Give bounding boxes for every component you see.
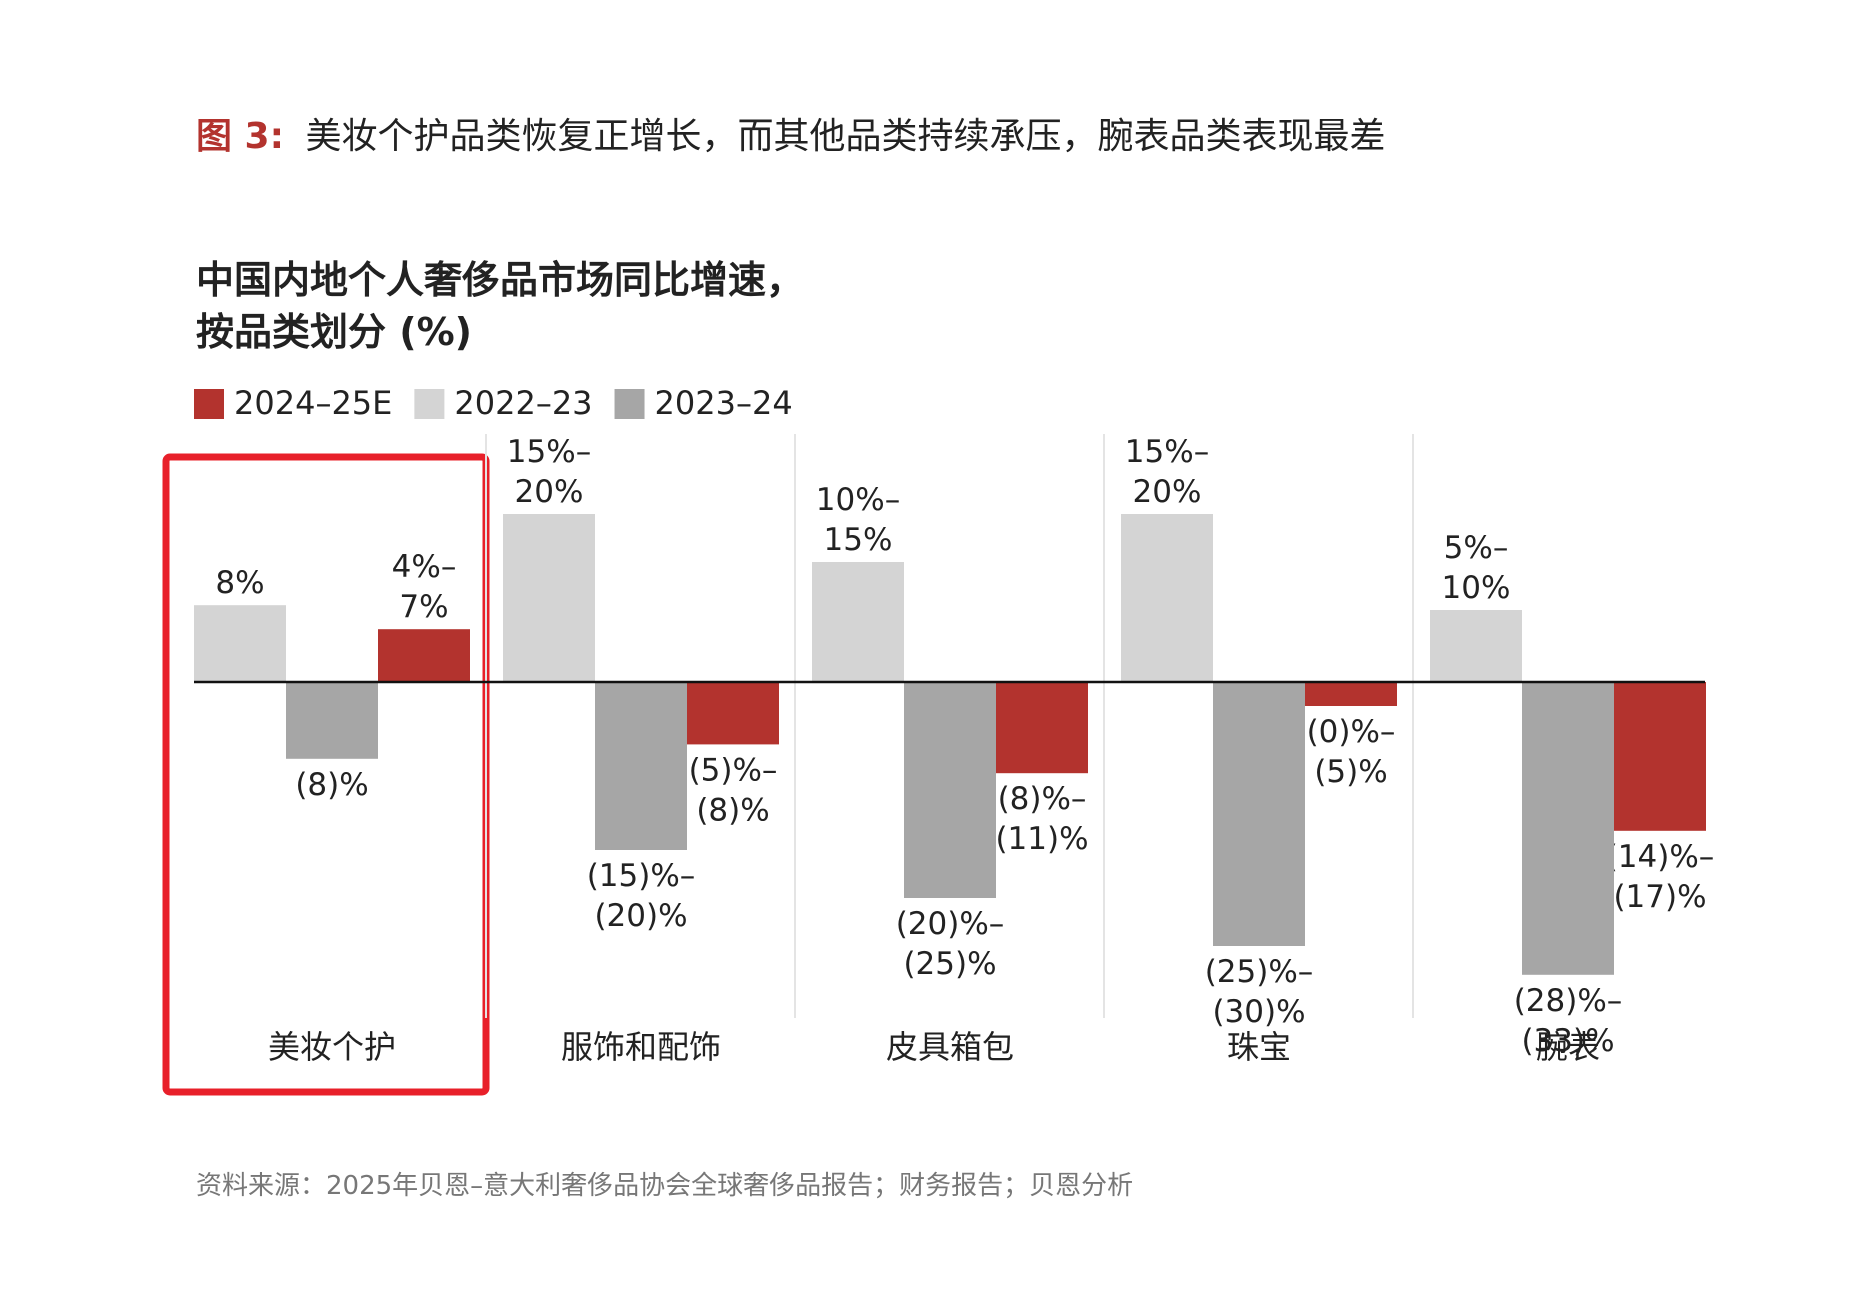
bar: [1213, 682, 1305, 946]
value-label-line: (8)%: [295, 767, 368, 803]
value-label: 5%– 10%: [1442, 530, 1511, 606]
value-label-line: 10%–: [816, 482, 900, 518]
value-label-line: (25)%–: [1205, 954, 1314, 990]
headline: 图 3: 美妆个护品类恢复正增长，而其他品类持续承压，腕表品类表现最差: [196, 116, 1385, 157]
x-tick-label: 服饰和配饰: [561, 1028, 721, 1066]
x-tick-label: 珠宝: [1227, 1028, 1291, 1066]
value-label: (0)%– (5)%: [1307, 714, 1396, 790]
bar: [1305, 682, 1397, 706]
headline-text: 美妆个护品类恢复正增长，而其他品类持续承压，腕表品类表现最差: [305, 116, 1385, 157]
value-label-line: 10%: [1442, 570, 1511, 606]
bar: [996, 682, 1088, 774]
legend-swatch: [414, 389, 445, 419]
bar: [812, 562, 904, 682]
value-label-line: (28)%–: [1514, 983, 1623, 1019]
value-label-line: 15%–: [507, 434, 591, 470]
bar: [378, 629, 470, 682]
value-label: 4%– 7%: [392, 549, 457, 625]
legend-label: 2022–23: [454, 384, 592, 422]
value-label: (20)%– (25)%: [896, 906, 1005, 982]
value-label-line: 15%: [824, 522, 893, 558]
value-label-line: 20%: [1133, 474, 1202, 510]
chart-title: 中国内地个人奢侈品市场同比增速，: [196, 258, 804, 302]
value-label-line: (8)%: [696, 792, 769, 828]
value-label: 15%– 20%: [1125, 434, 1209, 510]
value-label: (14)%– (17)%: [1606, 839, 1715, 915]
bar: [595, 682, 687, 850]
bar: [194, 605, 286, 682]
value-label-line: (0)%–: [1307, 714, 1396, 750]
value-label-line: (33)%: [1521, 1023, 1614, 1059]
bar: [503, 514, 595, 682]
x-tick-label: 皮具箱包: [886, 1028, 1014, 1066]
value-label-line: 8%: [215, 565, 264, 601]
bar: [904, 682, 996, 898]
value-label-line: 20%: [515, 474, 584, 510]
x-tick-label: 腕表: [1536, 1028, 1600, 1066]
value-label-line: (20)%: [594, 898, 687, 934]
value-label-line: 4%–: [392, 549, 457, 585]
value-label: 10%– 15%: [816, 482, 900, 558]
legend-label: 2023–24: [655, 384, 793, 422]
bar: [1522, 682, 1614, 975]
bar: [1614, 682, 1706, 831]
value-label-line: (30)%: [1212, 994, 1305, 1030]
value-label-line: (15)%–: [587, 858, 696, 894]
value-label: (8)%: [295, 767, 368, 803]
value-label-line: 7%: [399, 589, 448, 625]
value-label-line: (11)%: [995, 821, 1088, 857]
value-label: (8)%– (11)%: [995, 781, 1088, 857]
value-label: 15%– 20%: [507, 434, 591, 510]
value-label: (28)%– (33)%: [1514, 983, 1623, 1059]
value-label-line: (17)%: [1613, 879, 1706, 915]
bar: [687, 682, 779, 745]
value-label: (25)%– (30)%: [1205, 954, 1314, 1030]
value-label-line: (5)%: [1314, 754, 1387, 790]
figure-label: 图 3:: [196, 116, 284, 157]
value-label-line: 5%–: [1444, 530, 1509, 566]
source: 资料来源：2025年贝恩–意大利奢侈品协会全球奢侈品报告；财务报告；贝恩分析: [196, 1171, 1133, 1201]
value-label: 8%: [215, 565, 264, 601]
value-label: (5)%– (8)%: [689, 752, 778, 828]
value-label: (15)%– (20)%: [587, 858, 696, 934]
legend-swatch: [194, 389, 224, 419]
bar: [1121, 514, 1213, 682]
value-label-line: (5)%–: [689, 752, 778, 788]
bar: [1430, 610, 1522, 682]
value-label-line: (25)%: [903, 946, 996, 982]
legend-swatch: [614, 389, 645, 419]
bar: [286, 682, 378, 759]
value-label-line: 15%–: [1125, 434, 1209, 470]
value-label-line: (8)%–: [998, 781, 1087, 817]
value-label-line: (20)%–: [896, 906, 1005, 942]
x-tick-label: 美妆个护: [268, 1028, 396, 1066]
legend-label: 2024–25E: [234, 384, 392, 422]
value-label-line: (14)%–: [1606, 839, 1715, 875]
chart-title: 按品类划分 (%): [196, 310, 472, 354]
